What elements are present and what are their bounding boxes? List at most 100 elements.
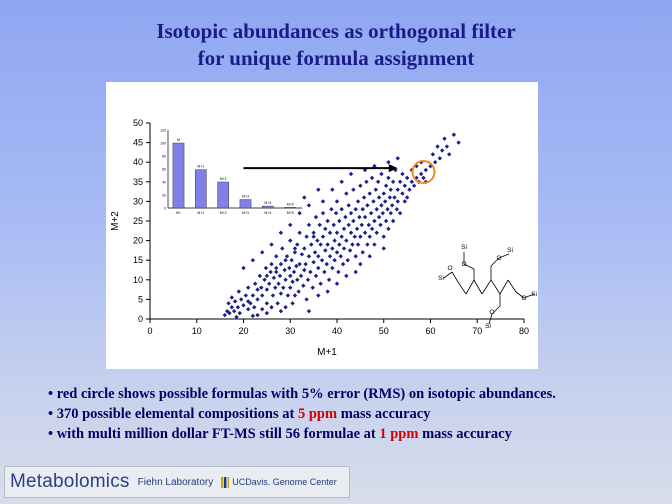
data-point — [404, 195, 410, 200]
inset-x-tick-label: M+2 — [220, 211, 227, 215]
data-point — [305, 277, 311, 282]
data-point — [383, 218, 389, 224]
data-point — [350, 242, 355, 247]
data-point — [353, 207, 358, 212]
data-point — [362, 230, 368, 235]
data-point — [358, 261, 363, 267]
data-point — [283, 258, 288, 263]
data-point — [288, 238, 293, 243]
metabolomics-logo-text: Metabolomics — [10, 471, 130, 492]
y-tick-label: 40 — [133, 157, 143, 167]
inset-x-tick-label: M+4 — [264, 211, 271, 215]
data-point — [311, 234, 316, 239]
data-point — [316, 187, 321, 192]
structure-atom-label: O — [496, 255, 501, 262]
data-point — [392, 195, 397, 200]
data-point — [395, 187, 400, 192]
bullet-item: • red circle shows possible formulas wit… — [48, 384, 668, 404]
slide-title-line-2: for unique formula assignment — [197, 46, 475, 70]
data-point — [264, 310, 270, 316]
data-point — [324, 261, 329, 267]
x-tick-label: 10 — [192, 326, 202, 336]
data-point — [383, 183, 389, 188]
data-point — [381, 234, 386, 239]
data-point — [285, 293, 291, 298]
inset-bar — [217, 181, 229, 209]
data-point — [456, 140, 461, 145]
data-point — [435, 144, 440, 149]
arrow-head — [388, 164, 398, 173]
data-point — [386, 175, 391, 181]
data-point — [364, 179, 369, 184]
isotope-distribution-inset-chart: 0 20 40 60 80 100 120 M M+ M+1 M+1 M+2 M+2 M+3 M+3 M+4 M… — [160, 129, 302, 215]
data-point — [294, 263, 299, 269]
data-point — [430, 152, 436, 157]
data-point — [351, 187, 356, 192]
structure-bond — [507, 279, 517, 293]
data-point — [229, 305, 235, 310]
x-tick-label: 0 — [147, 326, 152, 336]
data-point — [332, 258, 337, 263]
inset-bar — [262, 205, 274, 209]
data-point — [313, 273, 319, 279]
y-tick-label: 30 — [133, 196, 143, 206]
data-point — [367, 254, 372, 259]
data-point — [275, 301, 280, 306]
data-point — [372, 218, 377, 224]
structure-atom-label: Si — [461, 244, 467, 251]
data-point — [339, 234, 344, 239]
data-point — [311, 230, 316, 235]
data-point — [269, 261, 274, 267]
data-point — [344, 273, 349, 279]
structure-atom-label: O — [489, 309, 494, 316]
inset-bar — [172, 142, 185, 209]
inset-bar — [239, 199, 252, 209]
data-point — [374, 207, 379, 212]
data-point — [245, 285, 251, 290]
data-point — [276, 281, 281, 286]
data-point — [389, 203, 395, 208]
data-point — [397, 210, 403, 216]
data-point — [289, 258, 294, 263]
data-point — [323, 226, 328, 232]
data-point — [439, 148, 445, 153]
data-point — [444, 144, 450, 149]
data-point — [361, 195, 367, 200]
data-point — [325, 218, 330, 224]
data-point — [231, 308, 237, 314]
data-point — [245, 307, 251, 312]
data-point — [296, 289, 301, 294]
data-point — [348, 171, 354, 177]
structure-bond — [491, 305, 501, 315]
data-point — [274, 269, 279, 275]
data-point — [252, 305, 257, 310]
ucdavis-label: UCDavis. Genome Center — [221, 476, 337, 488]
data-point — [255, 287, 260, 292]
data-point — [318, 242, 323, 247]
data-point — [354, 226, 360, 232]
data-point — [306, 203, 312, 208]
data-point — [309, 242, 314, 247]
data-point — [320, 199, 326, 204]
data-point — [304, 234, 309, 239]
data-point — [423, 167, 429, 173]
structure-bond — [443, 271, 453, 279]
x-tick-label: 60 — [425, 326, 435, 336]
structure-bond — [523, 293, 535, 299]
data-point — [407, 187, 412, 192]
data-point — [385, 207, 390, 212]
data-point — [287, 265, 292, 271]
data-point — [334, 230, 340, 235]
data-point — [329, 207, 334, 212]
data-point — [280, 246, 285, 251]
footer-logo-bar: Metabolomics Fiehn Laboratory UCDavis. G… — [4, 466, 350, 498]
data-point — [327, 254, 333, 259]
ucdavis-logo-icon — [221, 476, 230, 488]
data-point — [292, 293, 298, 298]
x-axis-label: M+1 — [317, 347, 337, 358]
data-point — [297, 230, 302, 235]
data-point — [278, 230, 284, 235]
data-point — [358, 234, 363, 239]
data-point — [303, 261, 308, 267]
y-tick-label: 45 — [133, 138, 143, 148]
